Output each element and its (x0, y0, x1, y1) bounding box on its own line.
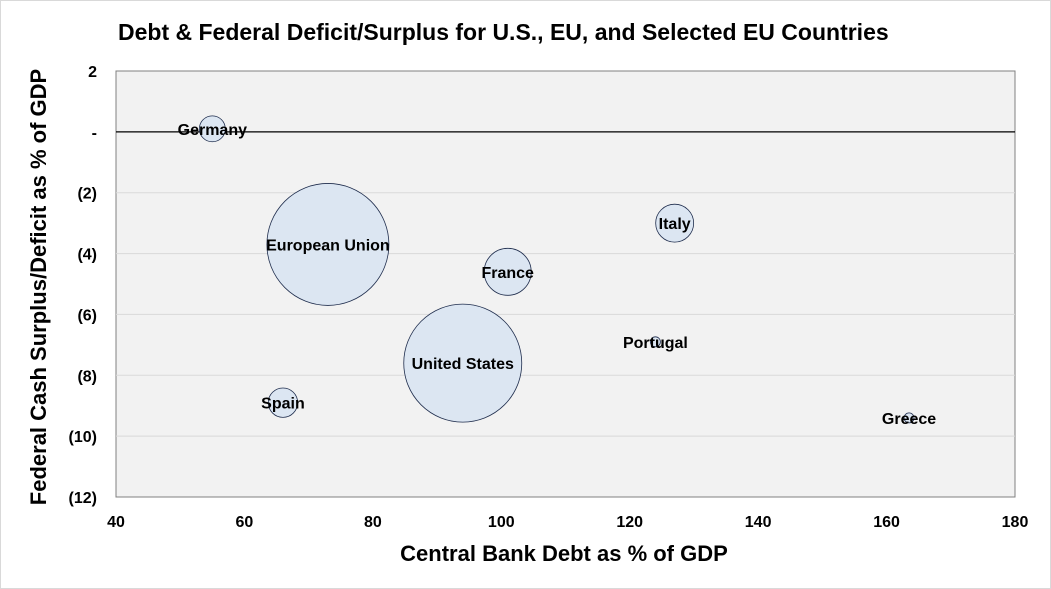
y-tick-label: - (92, 125, 97, 142)
x-tick-label: 60 (236, 514, 254, 531)
bubble-label-greece: Greece (882, 411, 936, 428)
plot-area (115, 70, 1016, 498)
y-tick-label: (8) (77, 368, 97, 385)
bubble-united-states (403, 303, 523, 423)
y-tick-label: 2 (88, 64, 97, 81)
bubble-portugal (650, 336, 661, 348)
y-tick-label: (2) (77, 186, 97, 203)
bubble-label-italy: Italy (659, 216, 691, 233)
bubble-spain (267, 387, 299, 418)
bubble-european-union (266, 183, 390, 306)
bubble-label-france: France (481, 265, 534, 282)
bubble-label-european-union: European Union (266, 237, 390, 254)
x-tick-label: 180 (1002, 514, 1029, 531)
x-axis-ticks: 40 60 80 100 120 140 160 180 (107, 514, 1028, 531)
bubble-label-portugal: Portugal (623, 335, 688, 352)
y-tick-label: (10) (69, 429, 97, 446)
bubble-label-germany: Germany (178, 122, 247, 139)
bubble-label-united-states: United States (412, 356, 514, 373)
x-tick-label: 40 (107, 514, 125, 531)
x-tick-label: 160 (873, 514, 900, 531)
x-tick-label: 140 (745, 514, 772, 531)
grid-lines (116, 131, 1015, 437)
y-axis-label: Federal Cash Surplus/Deficit as % of GDP (26, 69, 51, 505)
y-tick-label: (6) (77, 307, 97, 324)
y-tick-label: (12) (69, 490, 97, 507)
chart-title: Debt & Federal Deficit/Surplus for U.S.,… (118, 19, 889, 45)
bubbles (198, 115, 915, 424)
x-axis-label: Central Bank Debt as % of GDP (400, 541, 728, 566)
bubble-germany (198, 115, 226, 143)
bubble-greece (903, 412, 915, 424)
bubble-italy (655, 203, 695, 243)
y-axis-ticks: 2 - (2) (4) (6) (8) (10) (12) (69, 64, 98, 507)
x-tick-label: 100 (488, 514, 515, 531)
x-tick-label: 120 (616, 514, 643, 531)
bubble-labels: Germany European Union France Italy United S… (178, 122, 937, 428)
bubble-label-spain: Spain (261, 396, 305, 413)
bubble-france (483, 247, 532, 296)
x-tick-label: 80 (364, 514, 382, 531)
y-tick-label: (4) (77, 247, 97, 264)
